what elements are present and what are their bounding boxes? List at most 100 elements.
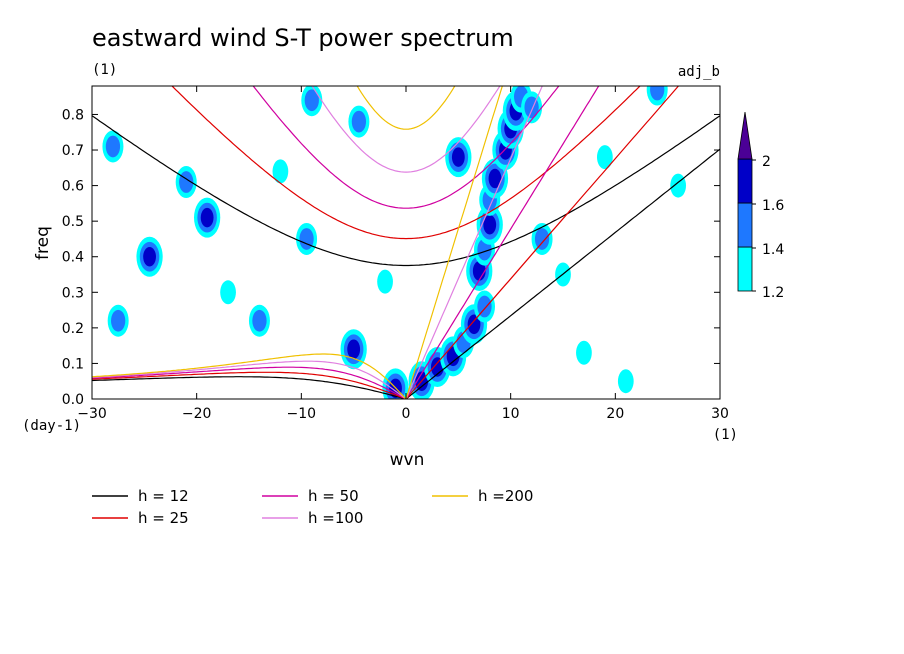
legend-item: h = 12	[92, 487, 189, 505]
power-contour	[304, 89, 319, 112]
power-contour	[488, 168, 502, 189]
subtitle-right: adj_b	[678, 64, 720, 80]
power-blob-21	[136, 236, 163, 277]
x-unit-label: (1)	[713, 427, 738, 443]
y-unit-label: (day-1)	[22, 418, 81, 434]
dispersion-line	[92, 371, 407, 399]
dispersion-h100	[92, 86, 543, 399]
plot-area	[91, 85, 721, 400]
subtitle-left: (1)	[92, 62, 117, 78]
power-blob-31	[617, 369, 634, 394]
dispersion-h12	[92, 115, 720, 399]
power-blob-26	[107, 304, 129, 337]
y-axis-title: freq	[33, 226, 53, 260]
power-blob-16	[521, 91, 543, 124]
power-blob-10	[481, 158, 509, 199]
y-tick-label: 0.5	[62, 214, 84, 230]
dispersion-curves	[92, 86, 720, 399]
power-contour	[252, 309, 267, 332]
legend-item: h =100	[262, 509, 363, 527]
dispersion-h25	[92, 86, 680, 399]
colorbar-segment	[737, 158, 753, 204]
dispersion-line	[356, 86, 456, 130]
power-contour	[650, 86, 665, 101]
power-blob-28	[348, 105, 370, 138]
legend-label: h =200	[478, 487, 533, 505]
power-blob-25	[102, 130, 124, 163]
y-tick-label: 0.4	[62, 250, 84, 266]
y-tick-label: 0.6	[62, 179, 84, 195]
legend-item: h = 25	[92, 509, 189, 527]
dispersion-line	[252, 86, 560, 209]
power-contour	[272, 159, 289, 184]
power-blob-36	[377, 269, 393, 294]
dispersion-line	[405, 86, 600, 399]
power-blob-20	[248, 304, 270, 337]
x-tick-label: −30	[77, 406, 107, 422]
legend-item: h =200	[432, 487, 533, 505]
power-contour	[143, 246, 156, 267]
chart-title: eastward wind S-T power spectrum	[92, 24, 514, 52]
power-blob-35	[272, 159, 289, 184]
colorbar-segment	[737, 246, 753, 292]
legend: h = 12 h = 25 h = 50 h =100 h =200	[92, 487, 533, 527]
power-blob-32	[670, 173, 687, 198]
legend-label: h =100	[308, 509, 363, 527]
power-blob-27	[301, 86, 323, 117]
legend-label: h = 50	[308, 487, 359, 505]
legend-item: h = 50	[262, 487, 359, 505]
legend-label: h = 25	[138, 509, 189, 527]
power-contour	[534, 228, 550, 250]
x-axis: −30 −20 −10 0 10 20 30	[77, 86, 729, 422]
legend-label: h = 12	[138, 487, 189, 505]
x-tick-label: 0	[402, 406, 411, 422]
power-blob-29	[220, 280, 236, 305]
colorbar-arrow	[737, 111, 753, 160]
power-blob-19	[340, 329, 367, 370]
x-tick-label: −10	[287, 406, 317, 422]
colorbar-label: 1.4	[762, 242, 784, 258]
dispersion-line	[311, 86, 501, 173]
colorbar-label: 1.2	[762, 285, 784, 301]
power-blob-34	[596, 145, 613, 170]
y-tick-label: 0.8	[62, 107, 84, 123]
y-tick-label: 0.7	[62, 143, 84, 159]
dispersion-line	[405, 86, 543, 399]
power-contour	[200, 207, 214, 228]
dispersion-h50	[92, 86, 600, 399]
power-contour	[596, 145, 613, 170]
power-contour	[220, 280, 236, 305]
dispersion-line	[405, 86, 680, 399]
colorbar-segment	[737, 202, 753, 248]
y-tick-label: 0.1	[62, 356, 84, 372]
power-contour	[617, 369, 634, 394]
x-tick-label: −20	[182, 406, 212, 422]
power-contour	[105, 135, 121, 158]
dispersion-line	[171, 86, 641, 240]
dispersion-line	[405, 148, 720, 399]
power-contour	[477, 295, 492, 318]
colorbar: 1.2 1.4 1.6 2	[737, 111, 784, 301]
power-blob-4	[460, 304, 488, 345]
power-blob-24	[175, 166, 197, 199]
x-tick-label: 20	[606, 406, 624, 422]
x-tick-label: 10	[502, 406, 520, 422]
power-contour	[467, 314, 481, 335]
power-blob-33	[646, 86, 668, 106]
dispersion-h200	[92, 86, 503, 399]
x-axis-title: wvn	[390, 450, 425, 470]
plot-background	[92, 86, 720, 399]
power-blob-22	[194, 197, 221, 238]
power-contour	[576, 340, 592, 365]
power-contour	[483, 214, 497, 235]
power-contour	[377, 269, 393, 294]
power-blob-30	[576, 340, 592, 365]
y-tick-label: 0.3	[62, 285, 84, 301]
power-blob-11	[445, 137, 472, 178]
dispersion-line	[92, 353, 407, 399]
power-contour	[111, 309, 126, 332]
power-contour	[670, 173, 687, 198]
y-tick-label: 0.0	[62, 392, 84, 408]
power-blob-17	[531, 222, 553, 255]
